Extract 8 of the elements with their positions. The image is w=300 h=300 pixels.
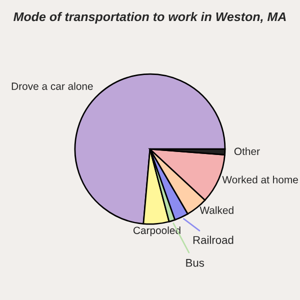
slice-label: Other — [234, 147, 260, 156]
slice-label: Bus — [186, 259, 204, 267]
slice-label: Railroad — [193, 236, 234, 244]
slice-label: Walked — [200, 206, 234, 214]
chart-title: Mode of transportation to work in Weston, MA — [14, 12, 286, 24]
slice-label: Worked at home — [222, 176, 298, 184]
slice-label: Drove a car alone — [12, 82, 93, 90]
slice-label: Carpooled — [133, 226, 180, 236]
